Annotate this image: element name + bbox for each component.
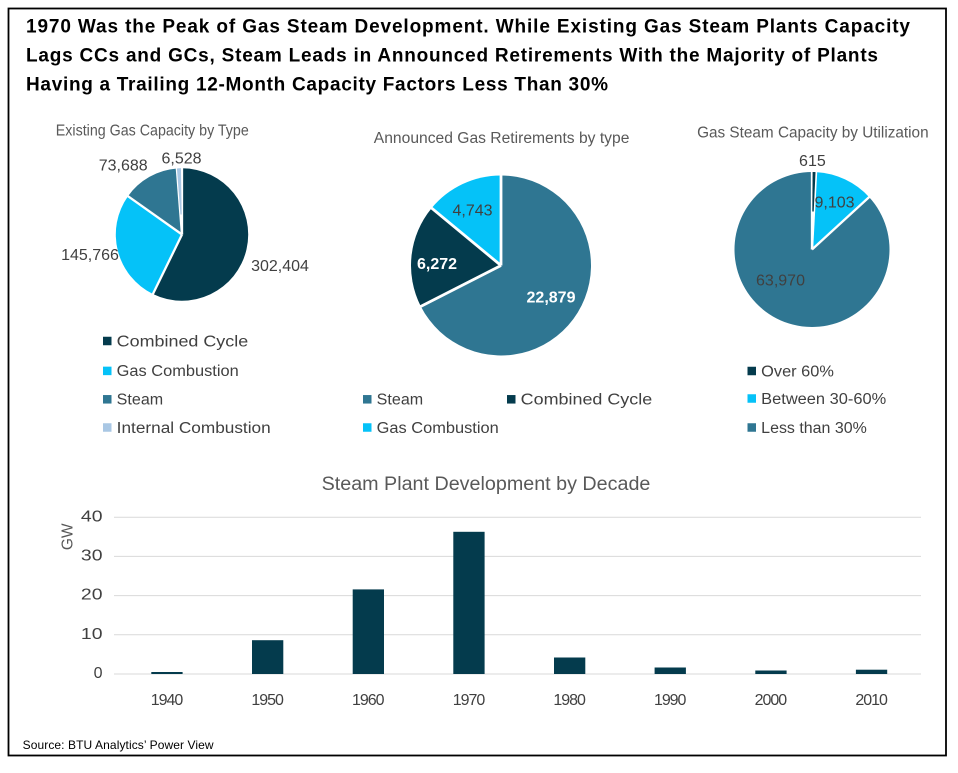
svg-text:9,103: 9,103 bbox=[814, 195, 854, 212]
svg-text:Steam Plant Development by Dec: Steam Plant Development by Decade bbox=[322, 474, 651, 495]
svg-text:Gas Steam Capacity by Utilizat: Gas Steam Capacity by Utilization bbox=[697, 125, 929, 142]
svg-text:0: 0 bbox=[94, 665, 103, 682]
svg-text:Combined Cycle: Combined Cycle bbox=[117, 333, 249, 350]
svg-text:10: 10 bbox=[81, 626, 103, 643]
svg-text:Between 30-60%: Between 30-60% bbox=[761, 391, 886, 408]
svg-text:Combined Cycle: Combined Cycle bbox=[521, 392, 653, 409]
svg-text:1960: 1960 bbox=[352, 692, 385, 709]
svg-text:1950: 1950 bbox=[251, 692, 284, 709]
svg-text:1980: 1980 bbox=[553, 692, 586, 709]
svg-text:GW: GW bbox=[60, 523, 77, 550]
svg-text:Steam: Steam bbox=[377, 392, 424, 409]
svg-text:1940: 1940 bbox=[151, 692, 184, 709]
svg-text:73,688: 73,688 bbox=[99, 158, 148, 175]
svg-text:302,404: 302,404 bbox=[251, 258, 309, 275]
svg-text:Existing Gas Capacity by Type: Existing Gas Capacity by Type bbox=[56, 123, 249, 140]
svg-text:20: 20 bbox=[81, 587, 103, 604]
svg-text:6,272: 6,272 bbox=[417, 256, 457, 273]
svg-text:Steam: Steam bbox=[117, 392, 164, 409]
svg-text:Less than 30%: Less than 30% bbox=[761, 420, 867, 437]
svg-text:145,766: 145,766 bbox=[61, 247, 119, 264]
svg-text:40: 40 bbox=[81, 508, 103, 525]
svg-text:615: 615 bbox=[799, 153, 826, 170]
svg-text:1990: 1990 bbox=[654, 692, 687, 709]
svg-text:Lags CCs and GCs, Steam Leads: Lags CCs and GCs, Steam Leads in Announc… bbox=[26, 46, 878, 67]
svg-text:Having a Trailing 12-Month Cap: Having a Trailing 12-Month Capacity Fact… bbox=[26, 75, 608, 96]
svg-text:Gas Combustion: Gas Combustion bbox=[117, 363, 239, 380]
svg-text:22,879: 22,879 bbox=[527, 290, 576, 307]
svg-text:2000: 2000 bbox=[755, 692, 788, 709]
svg-text:Source: BTU Analytics’ Power V: Source: BTU Analytics’ Power View bbox=[23, 738, 214, 752]
svg-text:Gas Combustion: Gas Combustion bbox=[377, 420, 499, 437]
svg-text:4,743: 4,743 bbox=[452, 203, 492, 220]
svg-text:Announced Gas Retirements by t: Announced Gas Retirements by type bbox=[374, 130, 630, 147]
svg-text:6,528: 6,528 bbox=[161, 150, 201, 167]
svg-text:1970: 1970 bbox=[453, 692, 486, 709]
svg-text:2010: 2010 bbox=[855, 692, 888, 709]
svg-text:Over 60%: Over 60% bbox=[761, 363, 834, 380]
svg-text:30: 30 bbox=[81, 548, 103, 565]
svg-text:63,970: 63,970 bbox=[756, 273, 805, 290]
svg-text:Internal Combustion: Internal Combustion bbox=[117, 420, 271, 437]
svg-text:1970 Was the Peak of Gas Steam: 1970 Was the Peak of Gas Steam Developme… bbox=[26, 17, 910, 38]
